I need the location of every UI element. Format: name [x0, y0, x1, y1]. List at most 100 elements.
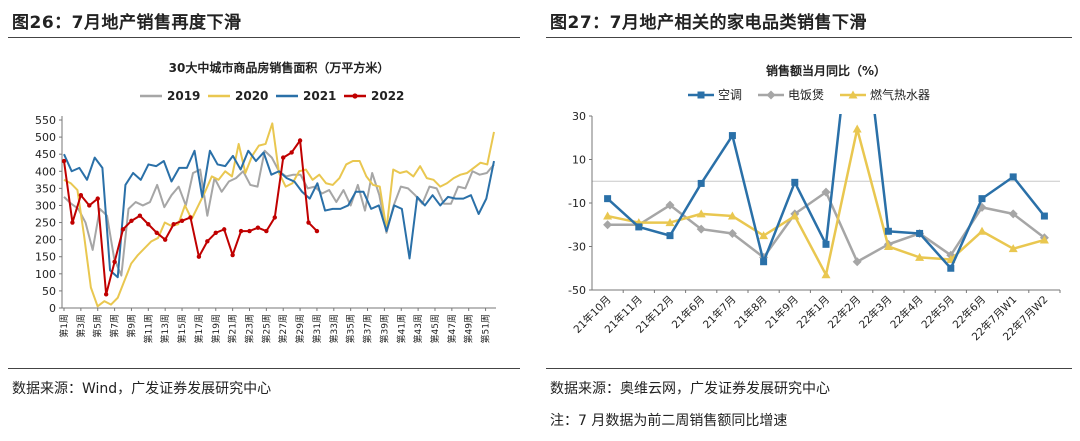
y-tick-label: 100: [35, 268, 56, 281]
data-point-2022: [238, 228, 244, 234]
data-point-2022: [297, 138, 303, 143]
data-point-空调: [728, 132, 736, 140]
x-tick-label: 21年8月: [732, 293, 770, 331]
data-point-2022: [171, 222, 176, 227]
figure-26-panel: 图26：7月地产销售再度下滑 30大中城市商品房销售面积（万平方米） 2019 20…: [0, 0, 528, 441]
data-point-燃气热水器: [727, 211, 737, 220]
legend-label-2022: 2022: [371, 89, 404, 103]
data-point-2022: [179, 218, 185, 224]
y-tick-label: -10: [568, 197, 586, 210]
legend-label-2020: 2020: [235, 89, 268, 103]
x-tick-label: 第33周: [328, 314, 340, 343]
data-point-2022: [70, 220, 75, 225]
x-tick-label: 第29周: [294, 314, 306, 343]
x-tick-label: 第27周: [277, 314, 289, 343]
y-tick-label: 500: [35, 131, 56, 144]
legend-label-2021: 2021: [303, 89, 336, 103]
x-tick-label: 第47周: [446, 314, 458, 343]
data-point-电饭煲: [821, 187, 831, 197]
x-tick-label: 第3周: [75, 314, 87, 338]
data-point-空调: [697, 179, 705, 187]
note-text: 注：7 月数据为前二周销售额同比增速: [550, 413, 788, 429]
x-tick-label: 第31周: [311, 314, 323, 343]
series-line-2021: [63, 149, 495, 279]
data-point-2022: [87, 203, 92, 208]
legend-marker-电饭煲: [766, 90, 776, 100]
y-tick-label: 300: [35, 199, 56, 212]
x-tick-label: 21年6月: [669, 293, 707, 331]
x-tick-label: 第9周: [125, 314, 137, 338]
y-tick-label: 50: [42, 285, 56, 298]
data-point-2022: [61, 158, 67, 164]
y-tick-label: -50: [568, 284, 586, 297]
x-tick-label: 22年1月: [794, 293, 832, 331]
data-point-2022: [154, 230, 159, 235]
x-tick-label: 第41周: [395, 314, 407, 343]
data-point-燃气热水器: [696, 209, 706, 218]
data-point-2022: [196, 254, 202, 259]
data-point-2022: [205, 239, 210, 244]
data-point-2022: [221, 227, 227, 232]
title-rule: [8, 37, 520, 38]
data-point-空调: [916, 229, 924, 237]
legend-label-电饭煲: 电饭煲: [788, 87, 824, 102]
y-tick-label: 350: [35, 182, 56, 195]
data-point-2022: [213, 230, 218, 235]
data-point-2022: [120, 227, 126, 232]
y-tick-label: -30: [568, 241, 586, 254]
chart-title: 销售额当月同比（%）: [766, 63, 886, 78]
figure-title: 图26：7月地产销售再度下滑: [12, 13, 242, 33]
data-point-2022: [289, 150, 294, 155]
data-point-2022: [272, 215, 277, 220]
data-point-2022: [146, 222, 151, 227]
x-tick-label: 第11周: [142, 314, 154, 343]
data-point-燃气热水器: [665, 218, 675, 227]
x-tick-label: 第23周: [243, 314, 255, 343]
x-tick-label: 第19周: [210, 314, 222, 343]
y-tick-label: 0: [49, 302, 56, 315]
legend-marker-2022: [352, 93, 358, 99]
y-tick-label: 200: [35, 234, 56, 247]
figure-27-panel: 图27：7月地产相关的家电品类销售下滑 销售额当月同比（%） 空调 电饭煲 燃气热水器…: [538, 0, 1080, 441]
data-point-空调: [635, 223, 643, 231]
title-rule: [546, 37, 1072, 38]
x-tick-label: 第37周: [362, 314, 374, 343]
data-point-2022: [188, 215, 193, 220]
data-point-2022: [95, 196, 100, 201]
data-point-2022: [314, 228, 320, 234]
chart-title: 30大中城市商品房销售面积（万平方米）: [169, 60, 390, 75]
x-tick-label: 第49周: [463, 314, 475, 343]
x-tick-label: 第13周: [159, 314, 171, 343]
source-rule: [546, 368, 1072, 369]
figure-title: 图27：7月地产相关的家电品类销售下滑: [550, 13, 867, 33]
y-tick-label: 30: [572, 110, 586, 123]
x-tick-label: 22年2月: [825, 293, 863, 331]
data-point-2022: [103, 292, 109, 297]
data-point-空调: [947, 264, 955, 272]
data-point-燃气热水器: [977, 226, 987, 235]
legend-marker-空调: [697, 91, 705, 99]
y-tick-label: 550: [35, 114, 56, 127]
legend-label-燃气热水器: 燃气热水器: [870, 87, 930, 102]
x-tick-label: 第15周: [176, 314, 188, 343]
x-tick-label: 第51周: [480, 314, 492, 343]
data-point-电饭煲: [696, 224, 706, 234]
data-point-燃气热水器: [1008, 244, 1018, 253]
appliance-yoy-chart: 销售额当月同比（%）空调 电饭煲 燃气热水器-50-30-10103021年10月2…: [568, 63, 1061, 343]
y-tick-label: 10: [572, 154, 586, 167]
series-line-空调: [606, 114, 1046, 270]
y-tick-label: 450: [35, 148, 56, 161]
data-point-燃气热水器: [603, 211, 613, 220]
x-tick-label: 第43周: [412, 314, 424, 343]
source-text: 数据来源：奥维云网，广发证券发展研究中心: [550, 381, 830, 397]
data-point-燃气热水器: [1039, 235, 1049, 244]
data-point-空调: [1009, 173, 1017, 181]
data-point-空调: [791, 178, 799, 186]
data-point-2022: [264, 228, 269, 234]
x-tick-label: 第21周: [227, 314, 239, 343]
sales-area-chart: 30大中城市商品房销售面积（万平方米） 2019 2020 2021 2022 0 50 10…: [35, 60, 496, 343]
x-tick-label: 22年4月: [888, 293, 926, 331]
data-point-空调: [978, 195, 986, 203]
y-tick-label: 150: [35, 251, 56, 264]
x-tick-label: 第17周: [193, 314, 205, 343]
